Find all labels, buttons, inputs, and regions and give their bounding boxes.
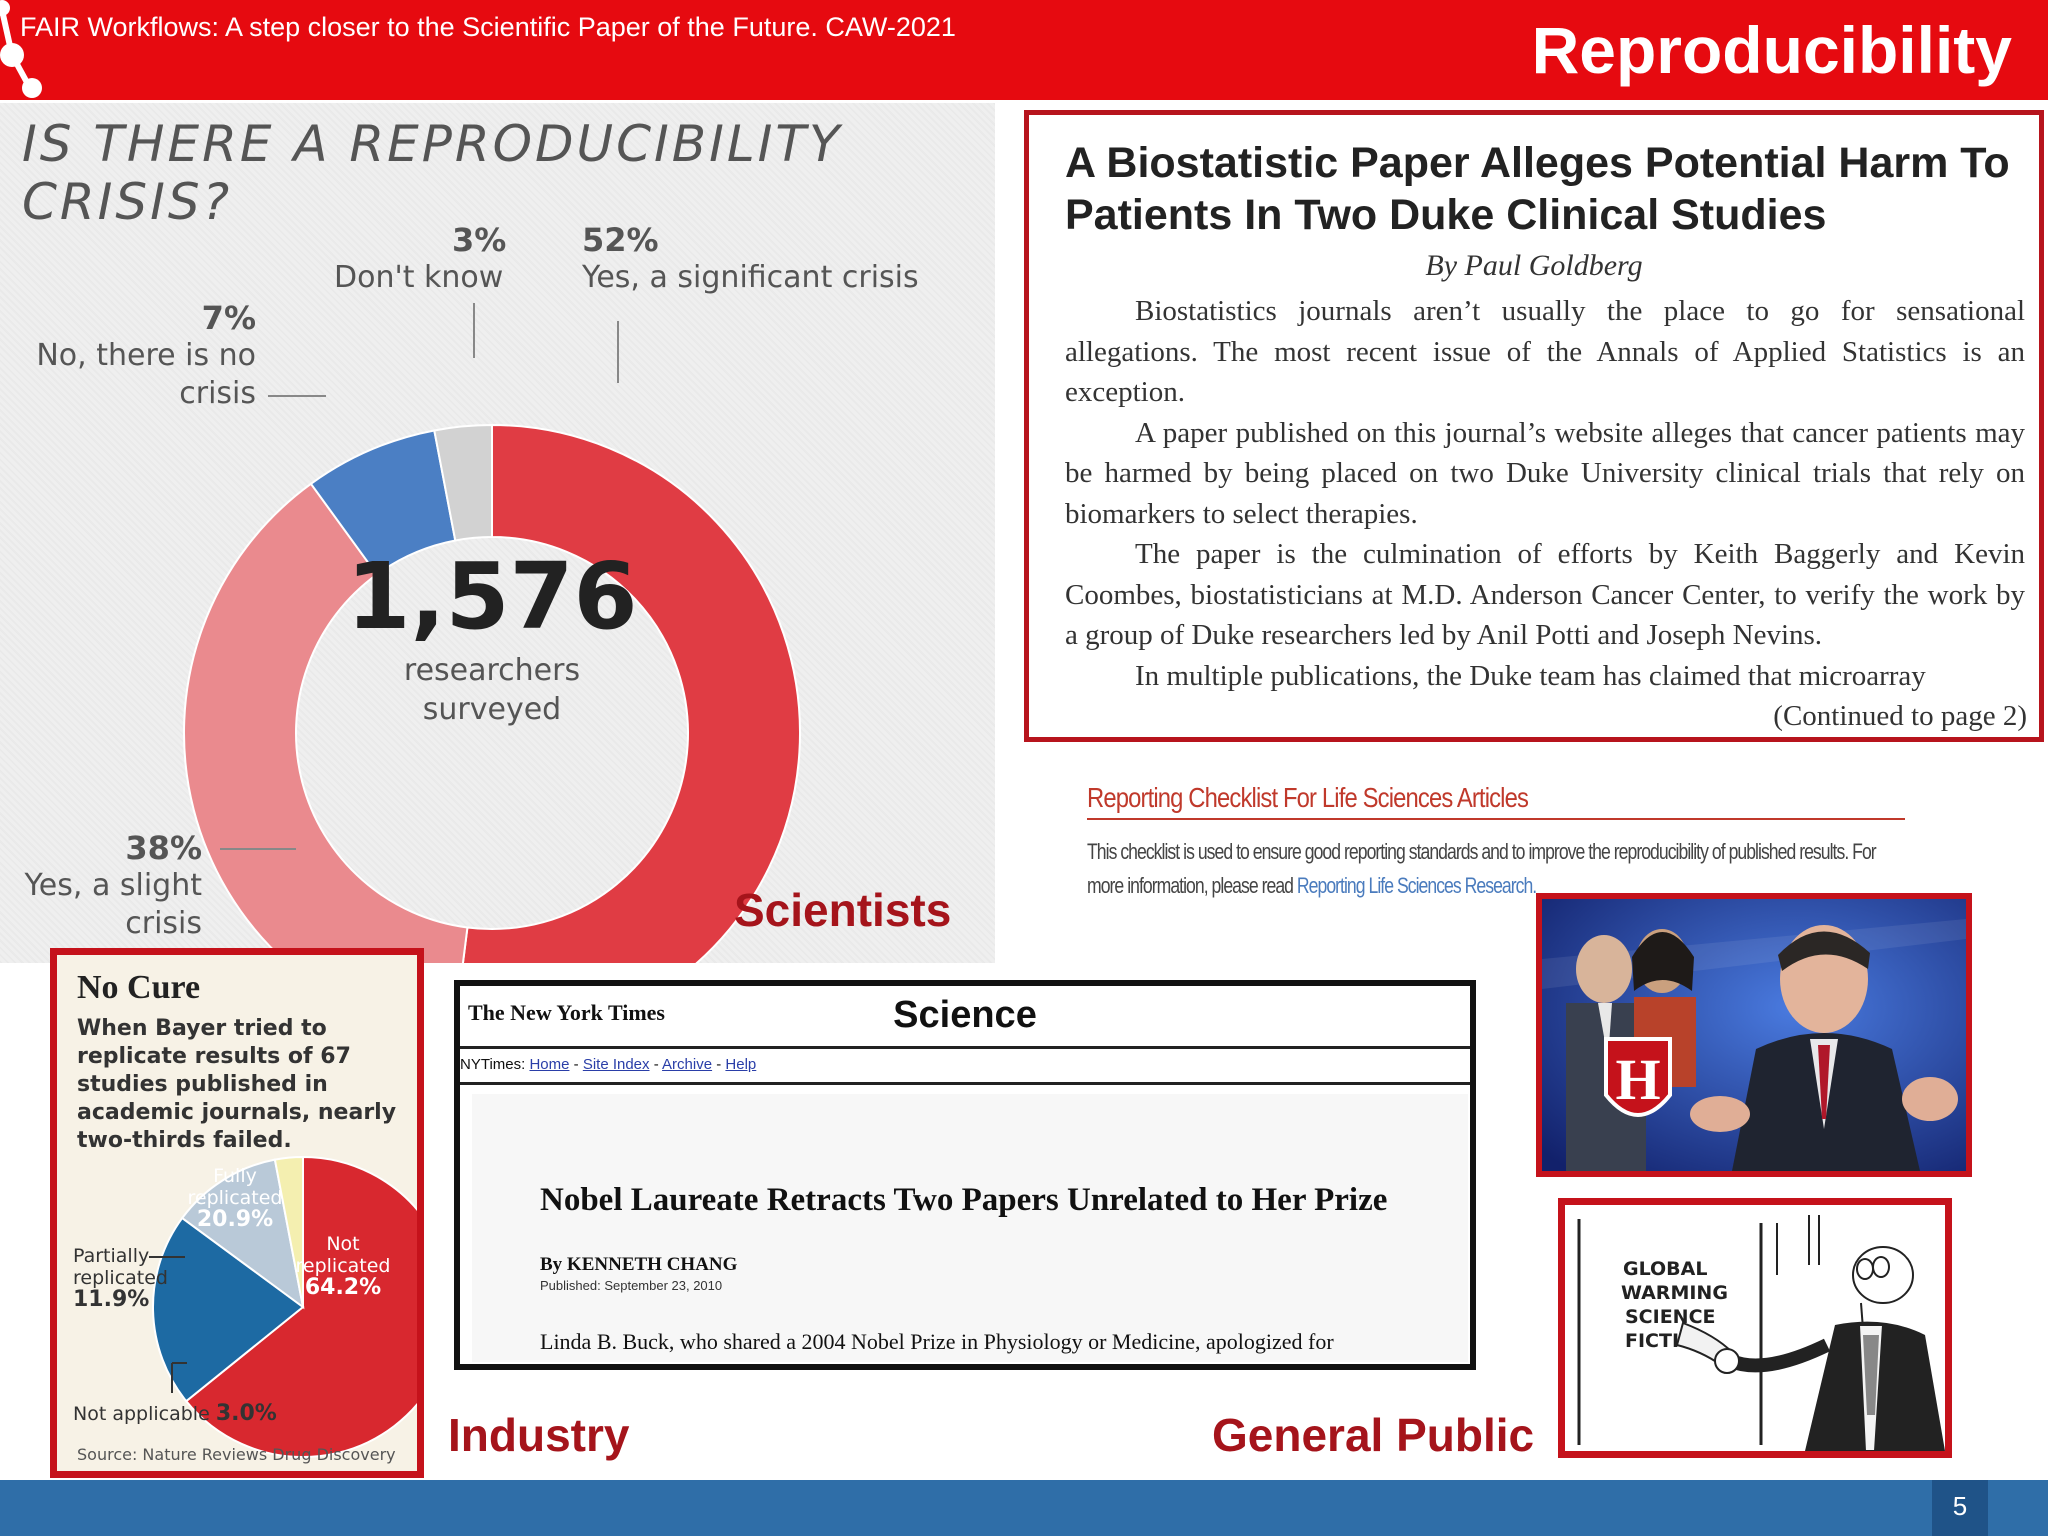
nav-prefix: NYTimes: — [460, 1056, 530, 1073]
page-number: 5 — [1952, 1491, 1968, 1521]
cartoon-sign-line: WARMING — [1621, 1282, 1728, 1304]
biostatistics-article-clipping: A Biostatistic Paper Alleges Potential H… — [1024, 110, 2044, 742]
checklist-description: This checklist is used to ensure good re… — [1087, 835, 1895, 903]
slice-label-slight: 38% Yes, a slight crisis — [0, 829, 202, 943]
checklist-link[interactable]: Reporting Life Sciences Research. — [1296, 873, 1537, 898]
nocure-label-partially-replicated: Partially replicated 11.9% — [73, 1245, 168, 1311]
nocure-slice-0 — [184, 1155, 417, 1458]
nyt-lead-paragraph: Linda B. Buck, who shared a 2004 Nobel P… — [540, 1329, 1334, 1354]
shield-letter: H — [1615, 1047, 1660, 1112]
nocure-slice-2 — [180, 1158, 305, 1310]
cartoon-drawing: GLOBAL WARMING SCIENCE FICTIO — [1565, 1205, 1945, 1451]
page-number-box — [1932, 1480, 1988, 1536]
slice-text: Fully — [213, 1165, 257, 1187]
footer-text: FAIR Workflows: A step closer to the Sci… — [20, 12, 956, 42]
slice-label-no-crisis: 7% No, there is no crisis — [20, 299, 256, 413]
checklist-text: This checklist is used to ensure good re… — [1087, 839, 1877, 898]
slice-text: Yes, a significant crisis — [582, 260, 919, 295]
slice-text: Partially — [73, 1245, 150, 1267]
checklist-divider — [1087, 818, 1905, 820]
survey-center-value: 1,576 — [346, 543, 637, 650]
slice-pct: 3.0% — [215, 1401, 277, 1426]
nocure-source: Source: Nature Reviews Drug Discovery — [77, 1445, 396, 1464]
nyt-article-clipping: The New York Times Science NYTimes: Home… — [454, 980, 1476, 1370]
slice-text: Not — [326, 1233, 360, 1255]
divider — [460, 1046, 1470, 1049]
nocure-label-not-replicated: Not replicated 64.2% — [288, 1233, 398, 1299]
svg-text:GLOBAL WARMING SCI: GLOBAL WARMING SCIENCE FICTIO — [1621, 1258, 1735, 1352]
scientists-label: Scientists — [734, 884, 952, 936]
survey-title: IS THERE A REPRODUCIBILITY CRISIS? — [22, 115, 843, 231]
nav-link-help[interactable]: Help — [725, 1056, 757, 1073]
survey-slice-0 — [461, 423, 801, 963]
nocure-label-fully-replicated: Fully replicated 20.9% — [185, 1165, 285, 1231]
slice-text: replicated — [187, 1187, 283, 1209]
nav-link-site-index[interactable]: Site Index — [582, 1056, 650, 1073]
survey-donut-chart: 1,576 researchers surveyed — [183, 303, 801, 963]
nyt-nav: NYTimes: Home - Site Index - Archive - H… — [460, 1056, 757, 1073]
tv-show-photo-illustration: H — [1542, 899, 1966, 1171]
survey-center-label: researchers — [404, 653, 580, 688]
nyt-byline: By KENNETH CHANG — [540, 1254, 738, 1275]
nocure-pie-chart — [149, 1155, 417, 1458]
slice-pct: 64.2% — [304, 1275, 382, 1300]
slice-pct: 38% — [125, 829, 202, 867]
cartoon-sign-line: SCIENCE — [1625, 1306, 1716, 1328]
slice-pct: 20.9% — [196, 1207, 274, 1232]
slice-label-significant: 52% Yes, a significant crisis — [582, 221, 919, 297]
article-headline: A Biostatistic Paper Alleges Potential H… — [1065, 139, 2010, 239]
slice-text: No, there is no — [36, 338, 256, 373]
nyt-masthead: The New York Times — [468, 1000, 665, 1025]
article-paragraph: A paper published on this journal’s webs… — [1065, 416, 2025, 530]
slide-title: Reproducibility — [1531, 13, 2012, 87]
slide-header — [0, 0, 2048, 100]
slice-text: crisis — [125, 906, 202, 941]
slice-label-dont-know-text: Don't know — [334, 260, 504, 295]
network-logo-icon — [0, 0, 42, 98]
cartoon-sign-line: FICTIO — [1625, 1330, 1695, 1352]
nocure-slice-1 — [152, 1216, 305, 1403]
slice-text: replicated — [73, 1267, 168, 1289]
article-continued-note: (Continued to page 2) — [1773, 700, 2027, 732]
article-paragraph: Biostatistics journals aren’t usually th… — [1065, 295, 2025, 408]
nyt-content-area — [472, 1094, 1468, 1362]
nyt-published-date: Published: September 23, 2010 — [540, 1278, 723, 1293]
general-public-label: General Public — [1212, 1409, 1535, 1461]
nocure-slice-3 — [273, 1155, 304, 1308]
nocure-title: No Cure — [77, 969, 201, 1006]
nyt-headline: Nobel Laureate Retracts Two Papers Unrel… — [540, 1182, 1388, 1218]
slide-footer — [0, 1480, 2048, 1536]
survey-slice-3 — [433, 423, 493, 542]
tv-show-photo: H — [1536, 893, 1972, 1177]
survey-center-label: surveyed — [423, 692, 561, 727]
article-paragraph: The paper is the culmination of efforts … — [1065, 538, 2025, 651]
industry-label: Industry — [448, 1409, 630, 1461]
slice-pct: 11.9% — [73, 1287, 150, 1312]
article-paragraph: In multiple publications, the Duke team … — [1135, 659, 1926, 692]
nyt-section-title: Science — [893, 994, 1037, 1036]
article-byline: By Paul Goldberg — [1425, 249, 1643, 282]
nocure-description: When Bayer tried to replicate results of… — [77, 1016, 397, 1153]
survey-slice-1 — [183, 482, 469, 963]
slice-pct: 52% — [582, 221, 659, 259]
reproducibility-survey-graphic: IS THERE A REPRODUCIBILITY CRISIS? 1,576… — [0, 103, 995, 963]
bayer-no-cure-graphic: No Cure When Bayer tried to replicate re… — [50, 948, 424, 1478]
cartoon-illustration: GLOBAL WARMING SCIENCE FICTIO — [1558, 1198, 1952, 1458]
cartoon-sign-line: GLOBAL — [1623, 1258, 1707, 1280]
slice-label-dont-know: 3% — [452, 221, 506, 259]
slice-text: crisis — [179, 376, 256, 411]
checklist-title: Reporting Checklist For Life Sciences Ar… — [1087, 782, 1529, 813]
nav-link-archive[interactable]: Archive — [662, 1056, 713, 1073]
slice-text: replicated — [295, 1255, 391, 1277]
slice-pct: 7% — [201, 299, 256, 337]
nocure-label-not-applicable: Not applicable 3.0% — [73, 1401, 277, 1426]
nav-link-home[interactable]: Home — [529, 1056, 570, 1073]
slice-text: Yes, a slight — [24, 868, 202, 903]
shield-icon — [1604, 1037, 1672, 1117]
slice-pct: 3% — [452, 221, 507, 259]
divider — [460, 1082, 1470, 1085]
slice-text: Not applicable — [73, 1403, 210, 1425]
article-body: Biostatistics journals aren’t usually th… — [1065, 291, 2025, 696]
